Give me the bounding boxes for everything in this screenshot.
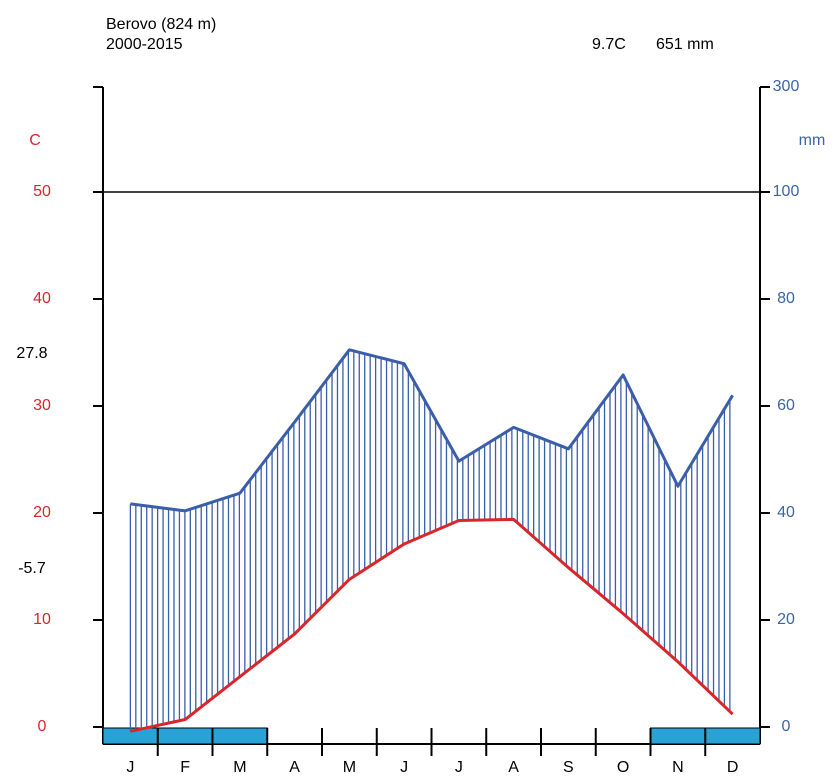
- x-tick-label: J: [400, 759, 408, 776]
- y-axis-label: C: [29, 132, 41, 149]
- y2-tick-label: 40: [777, 504, 795, 521]
- chart-subtitle: 2000-2015: [106, 36, 183, 53]
- y2-tick-label: 100: [773, 183, 800, 200]
- x-tick-label: F: [180, 759, 190, 776]
- frost-box: [157, 727, 213, 745]
- y-tick-label: 50: [33, 183, 51, 200]
- temperature-line: [130, 517, 734, 733]
- y-tick-label: 40: [33, 290, 51, 307]
- x-tick-label: M: [233, 759, 246, 776]
- x-tick-label: M: [343, 759, 356, 776]
- frost-box: [212, 727, 268, 745]
- x-tick-label: A: [289, 759, 300, 776]
- y-tick-label: 10: [33, 611, 51, 628]
- annual-precipitation: 651 mm: [656, 36, 714, 53]
- y-tick-label: 0: [38, 718, 47, 735]
- x-tick-label: J: [126, 759, 134, 776]
- x-tick-label: J: [455, 759, 463, 776]
- y2-tick-label: 0: [782, 718, 791, 735]
- y2-tick-label: 80: [777, 290, 795, 307]
- y2-tick-label: 60: [777, 397, 795, 414]
- x-tick-label: S: [563, 759, 574, 776]
- x-tick-label: O: [617, 759, 629, 776]
- y-tick-label: 20: [33, 504, 51, 521]
- max-annotation: 27.8: [16, 345, 47, 362]
- frost-box: [704, 727, 761, 745]
- min-annotation: -5.7: [18, 560, 46, 577]
- precipitation-line: [130, 348, 734, 513]
- y2-tick-label: 20: [777, 611, 795, 628]
- y-tick-label: 30: [33, 397, 51, 414]
- x-tick-label: A: [508, 759, 519, 776]
- y2-tick-label: 300: [773, 78, 800, 95]
- y2-axis-label: mm: [799, 132, 826, 149]
- chart-title: Berovo (824 m): [106, 16, 216, 33]
- x-tick-label: D: [727, 759, 739, 776]
- mean-temperature: 9.7C: [592, 36, 626, 53]
- x-tick-label: N: [672, 759, 684, 776]
- frost-box: [650, 727, 706, 745]
